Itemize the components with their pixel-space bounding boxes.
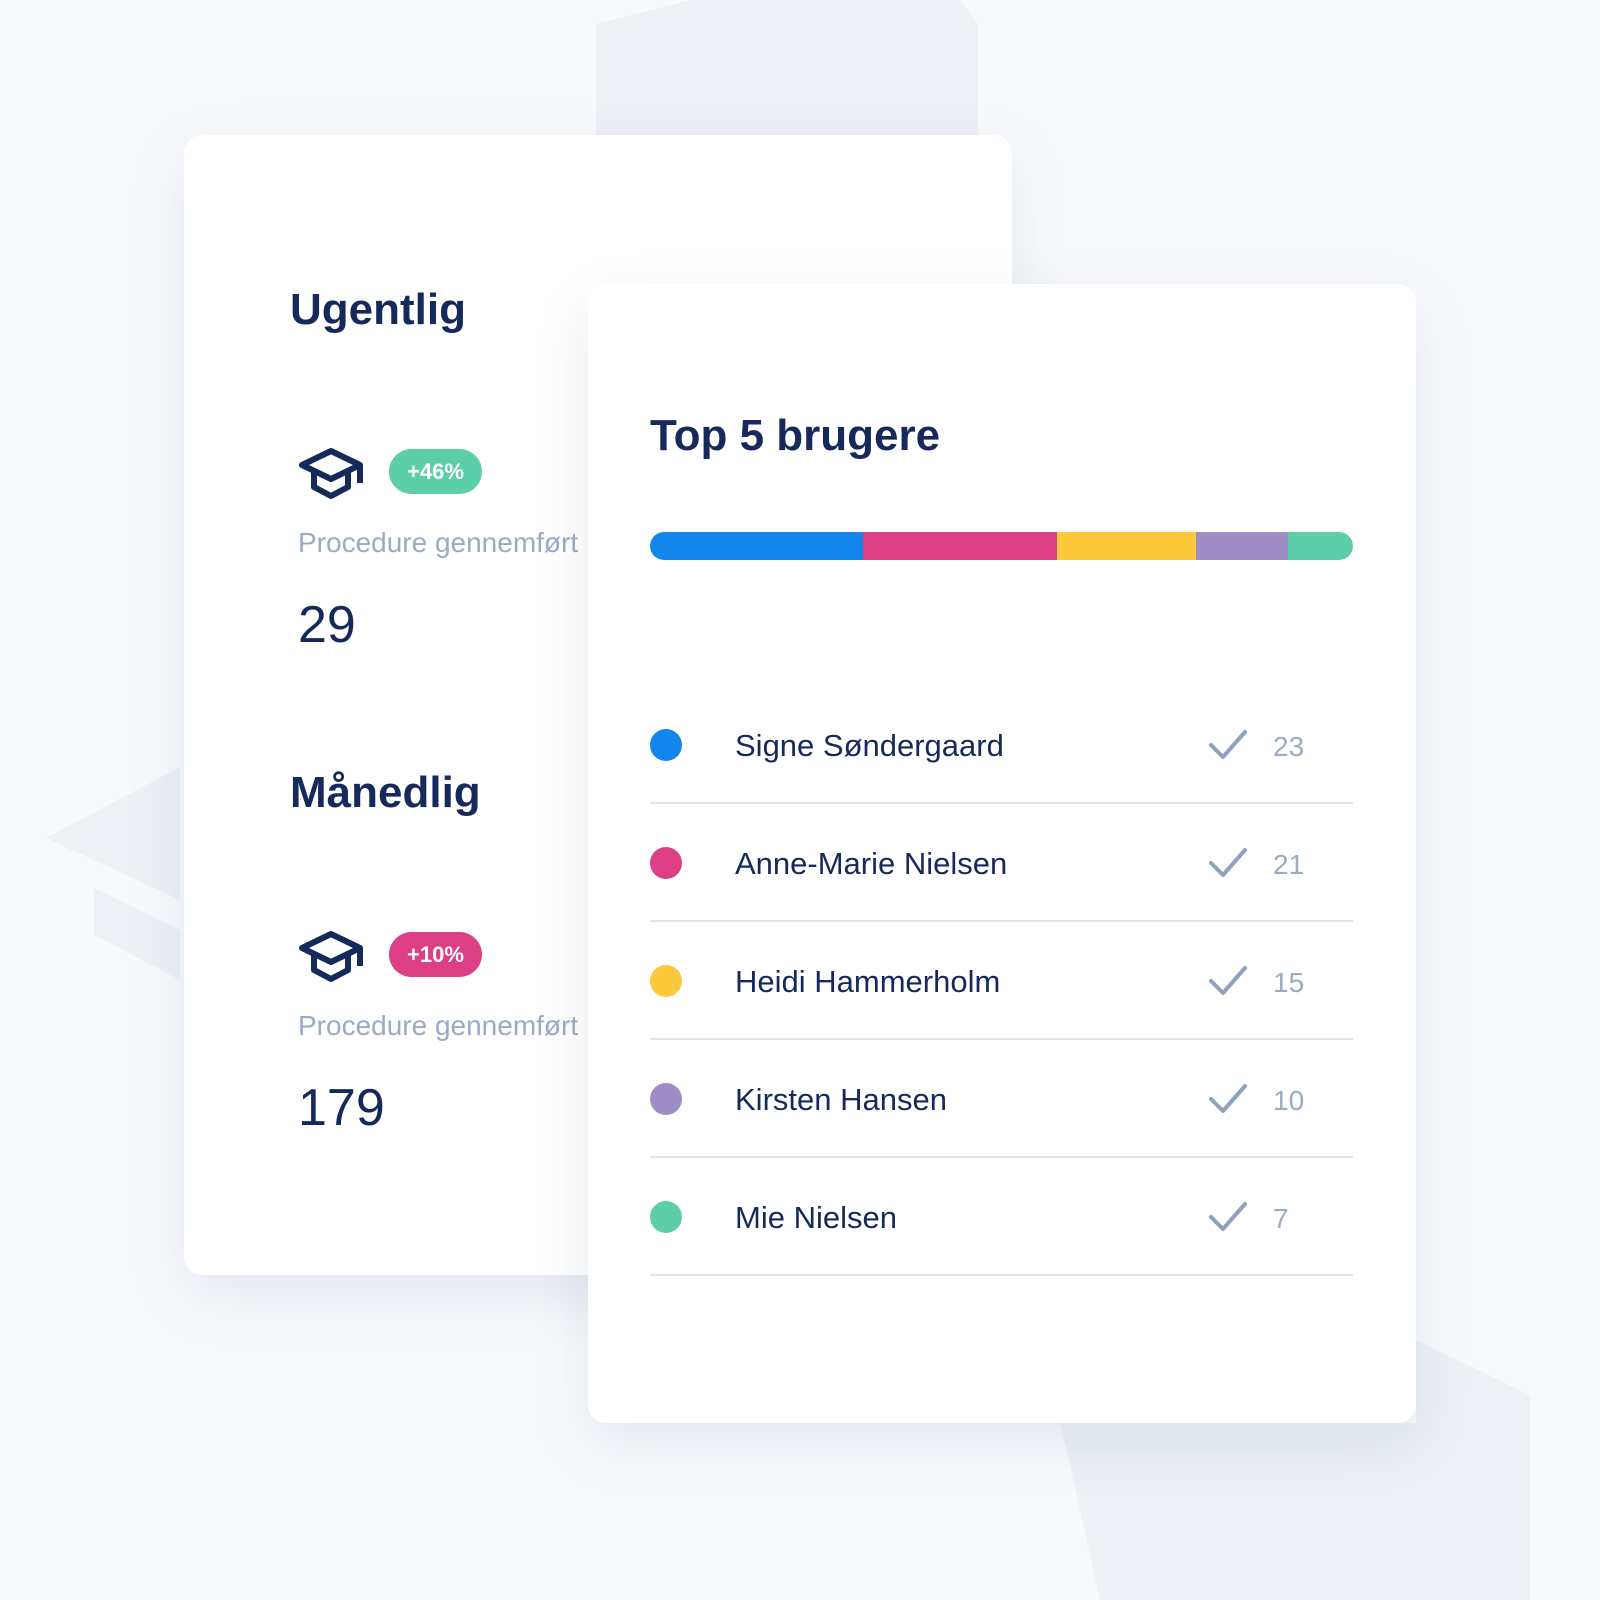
bar-segment [1057, 532, 1196, 560]
weekly-badge: +46% [389, 449, 482, 494]
user-dot [650, 1201, 682, 1233]
weekly-title: Ugentlig [290, 285, 466, 334]
user-name: Kirsten Hansen [735, 1082, 947, 1117]
user-name: Heidi Hammerholm [735, 964, 1001, 999]
cap-icon [299, 448, 363, 499]
check-icon [1209, 730, 1247, 759]
user-name: Mie Nielsen [735, 1200, 897, 1235]
check-icon [1209, 966, 1247, 995]
user-dot [650, 729, 682, 761]
weekly-label: Procedure gennemført [298, 527, 579, 558]
user-count: 7 [1273, 1203, 1289, 1234]
user-row: Heidi Hammerholm 15 [650, 922, 1353, 1040]
user-name: Anne-Marie Nielsen [735, 846, 1008, 881]
user-count: 10 [1273, 1085, 1305, 1116]
user-row: Signe Søndergaard 23 [650, 686, 1353, 804]
bar-segment [650, 532, 863, 560]
check-icon [1209, 1084, 1247, 1113]
user-row: Mie Nielsen 7 [650, 1158, 1353, 1276]
bar-segment [1195, 532, 1289, 560]
cap-icon [299, 931, 363, 982]
monthly-label: Procedure gennemført [298, 1010, 579, 1041]
bar-segment [862, 532, 1057, 560]
weekly-value: 29 [298, 596, 356, 654]
stacked-bar [650, 532, 1353, 560]
monthly-title: Månedlig [290, 768, 481, 817]
user-dot [650, 965, 682, 997]
check-icon [1209, 848, 1247, 877]
monthly-badge: +10% [389, 932, 482, 977]
user-count: 23 [1273, 731, 1305, 762]
top-users-card: Top 5 brugere Signe Søndergaard 23 Anne-Ma… [588, 284, 1416, 1423]
user-row: Kirsten Hansen 10 [650, 1040, 1353, 1158]
user-count: 21 [1273, 849, 1305, 880]
user-dot [650, 847, 682, 879]
user-name: Signe Søndergaard [735, 728, 1004, 763]
user-count: 15 [1273, 967, 1305, 998]
monthly-value: 179 [298, 1079, 385, 1137]
check-icon [1209, 1202, 1247, 1231]
top-users-title: Top 5 brugere [650, 411, 941, 460]
user-row: Anne-Marie Nielsen 21 [650, 804, 1353, 922]
bar-segment [1288, 532, 1353, 560]
user-dot [650, 1083, 682, 1115]
